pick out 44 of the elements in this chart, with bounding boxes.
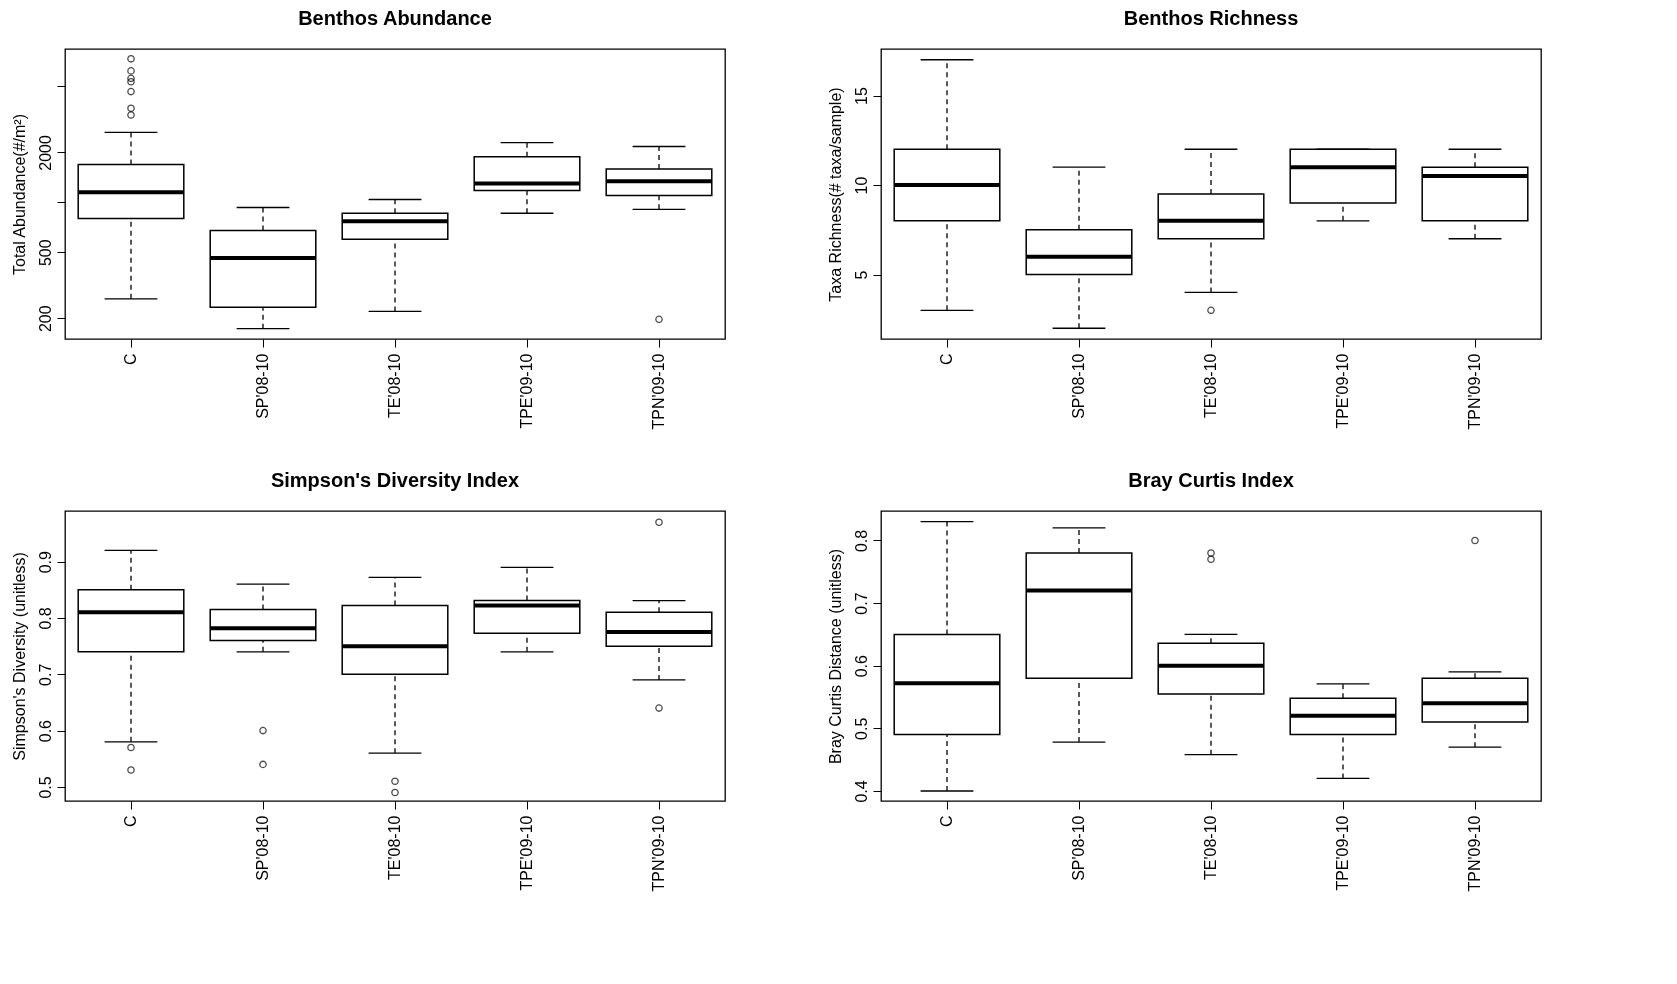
y-tick-label: 0.8 bbox=[852, 529, 870, 553]
x-tick-label: TPE'09-10 bbox=[1334, 815, 1351, 891]
x-tick-label: SP'08-10 bbox=[254, 815, 271, 881]
x-tick-label: TE'08-10 bbox=[1202, 815, 1219, 880]
x-tick-label: TE'08-10 bbox=[386, 353, 403, 418]
y-axis-title: Bray Curtis Distance (unitless) bbox=[826, 548, 844, 765]
y-tick-label: 0.5 bbox=[36, 776, 54, 799]
x-tick-label: SP'08-10 bbox=[1070, 815, 1087, 881]
x-tick-label: TPE'09-10 bbox=[518, 353, 535, 429]
x-tick-label: C bbox=[122, 353, 139, 366]
x-tick-label: TPN'09-10 bbox=[650, 815, 667, 892]
y-tick-label: 0.8 bbox=[36, 607, 54, 630]
x-tick-label: TE'08-10 bbox=[1202, 353, 1219, 418]
chart-title: Simpson's Diversity Index bbox=[270, 469, 520, 491]
x-tick-label: SP'08-10 bbox=[254, 353, 271, 419]
y-tick-label: 15 bbox=[852, 87, 870, 105]
x-tick-label: SP'08-10 bbox=[1070, 353, 1087, 419]
y-tick-label: 0.6 bbox=[36, 719, 54, 743]
x-tick-label: C bbox=[938, 815, 955, 828]
y-tick-label: 0.7 bbox=[852, 592, 870, 615]
x-tick-label: TPE'09-10 bbox=[518, 815, 535, 891]
y-axis-title: Simpson's Diversity (unitless) bbox=[10, 552, 28, 761]
y-tick-label: 200 bbox=[36, 305, 54, 333]
x-tick-label: TE'08-10 bbox=[386, 815, 403, 880]
x-tick-label: TPE'09-10 bbox=[1334, 353, 1351, 429]
y-tick-label: 2000 bbox=[36, 134, 54, 171]
chart-title: Benthos Abundance bbox=[298, 7, 492, 29]
y-tick-label: 5 bbox=[852, 270, 870, 280]
y-tick-label: 10 bbox=[852, 176, 870, 195]
y-tick-label: 500 bbox=[36, 239, 54, 267]
chart-title: Benthos Richness bbox=[1123, 7, 1299, 29]
x-tick-label: TPN'09-10 bbox=[1466, 815, 1483, 892]
y-axis-title: Taxa Richness(# taxa/sample) bbox=[826, 87, 844, 302]
x-tick-label: C bbox=[122, 815, 139, 828]
x-tick-label: C bbox=[938, 353, 955, 366]
chart-title: Bray Curtis Index bbox=[1128, 469, 1294, 491]
y-axis-title: Total Abundance(#/m²) bbox=[10, 114, 28, 275]
x-tick-label: TPN'09-10 bbox=[650, 353, 667, 430]
y-tick-label: 0.7 bbox=[36, 663, 54, 686]
y-tick-label: 0.6 bbox=[852, 654, 870, 678]
x-tick-label: TPN'09-10 bbox=[1466, 353, 1483, 430]
y-tick-label: 0.4 bbox=[852, 780, 870, 803]
y-tick-label: 0.5 bbox=[852, 717, 870, 740]
y-tick-label: 0.9 bbox=[36, 550, 54, 574]
